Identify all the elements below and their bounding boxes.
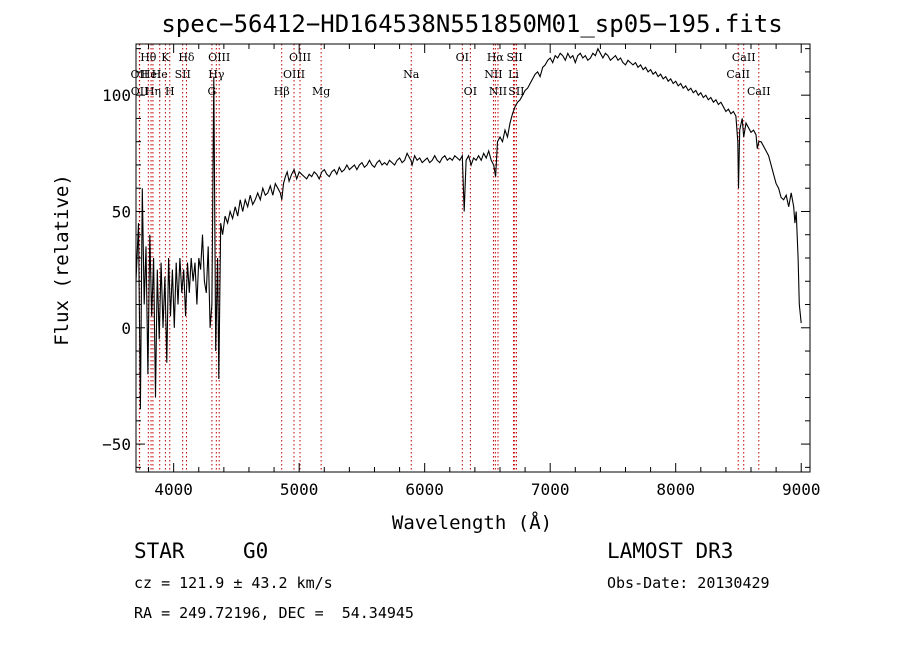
spectral-line-label: CaII xyxy=(732,51,756,64)
plot-frame xyxy=(135,43,811,473)
spectral-line-markers xyxy=(138,44,760,472)
spectral-line-label: NII xyxy=(484,68,502,81)
spectral-line-label: Na xyxy=(403,68,420,81)
observation-date: Obs-Date: 20130429 xyxy=(607,574,770,592)
x-axis: 4000 5000 6000 7000 8000 9000 xyxy=(148,44,821,499)
spectral-line-label: Hθ xyxy=(140,51,157,64)
spectral-line-label: SII xyxy=(175,68,191,81)
spectral-line-label: Hη xyxy=(145,85,161,98)
y-tick-label: −50 xyxy=(102,435,131,454)
y-axis: −50 0 50 100 xyxy=(102,48,810,468)
spectral-line-label: OIII xyxy=(208,51,230,64)
x-tick-label: 9000 xyxy=(782,480,821,499)
spectral-line-label: Hα xyxy=(487,51,505,64)
object-class: STAR xyxy=(134,539,185,563)
spectral-line-label: SII xyxy=(508,85,524,98)
spectral-line-label: OI xyxy=(456,51,469,64)
y-tick-label: 0 xyxy=(121,319,131,338)
spectral-line-label: OIII xyxy=(283,68,305,81)
x-tick-label: 5000 xyxy=(280,480,319,499)
spectral-line-label: OII xyxy=(131,68,149,81)
y-tick-label: 50 xyxy=(112,202,131,221)
y-tick-label: 100 xyxy=(102,86,131,105)
spectral-line-label: Hγ xyxy=(208,68,225,81)
spectral-line-label: HeI xyxy=(141,68,161,81)
y-axis-label: Flux (relative) xyxy=(51,174,73,346)
x-tick-label: 8000 xyxy=(656,480,695,499)
spectral-line-label: Li xyxy=(508,68,519,81)
spectral-line-label: OI xyxy=(464,85,477,98)
spectral-line-label: K xyxy=(161,51,170,64)
spectral-line-label: CaII xyxy=(747,85,771,98)
coordinates: RA = 249.72196, DEC = 54.34945 xyxy=(134,604,414,622)
spectral-line-label: Hδ xyxy=(178,51,195,64)
x-tick-label: 6000 xyxy=(405,480,444,499)
x-axis-label: Wavelength (Å) xyxy=(392,511,552,534)
object-subclass: G0 xyxy=(243,539,269,563)
spectral-line-label: CaII xyxy=(726,68,750,81)
chart-title: spec−56412−HD164538N551850M01_sp05−195.f… xyxy=(161,10,782,38)
spectral-line-label: Mg xyxy=(312,85,330,98)
spectral-line-label: G xyxy=(208,85,217,98)
spectral-line-label: Hβ xyxy=(274,85,290,98)
spectral-line-label: OIII xyxy=(289,51,311,64)
spectral-line-label: NII xyxy=(489,85,507,98)
redshift-velocity: cz = 121.9 ± 43.2 km/s xyxy=(134,574,333,592)
spectral-line-label: H xyxy=(165,85,175,98)
x-tick-label: 7000 xyxy=(531,480,570,499)
survey-name: LAMOST DR3 xyxy=(607,539,734,563)
x-tick-label: 4000 xyxy=(154,480,193,499)
spectral-line-label: He xyxy=(152,68,168,81)
spectral-line-label: SII xyxy=(507,51,523,64)
spectrum-series-line xyxy=(135,47,802,410)
